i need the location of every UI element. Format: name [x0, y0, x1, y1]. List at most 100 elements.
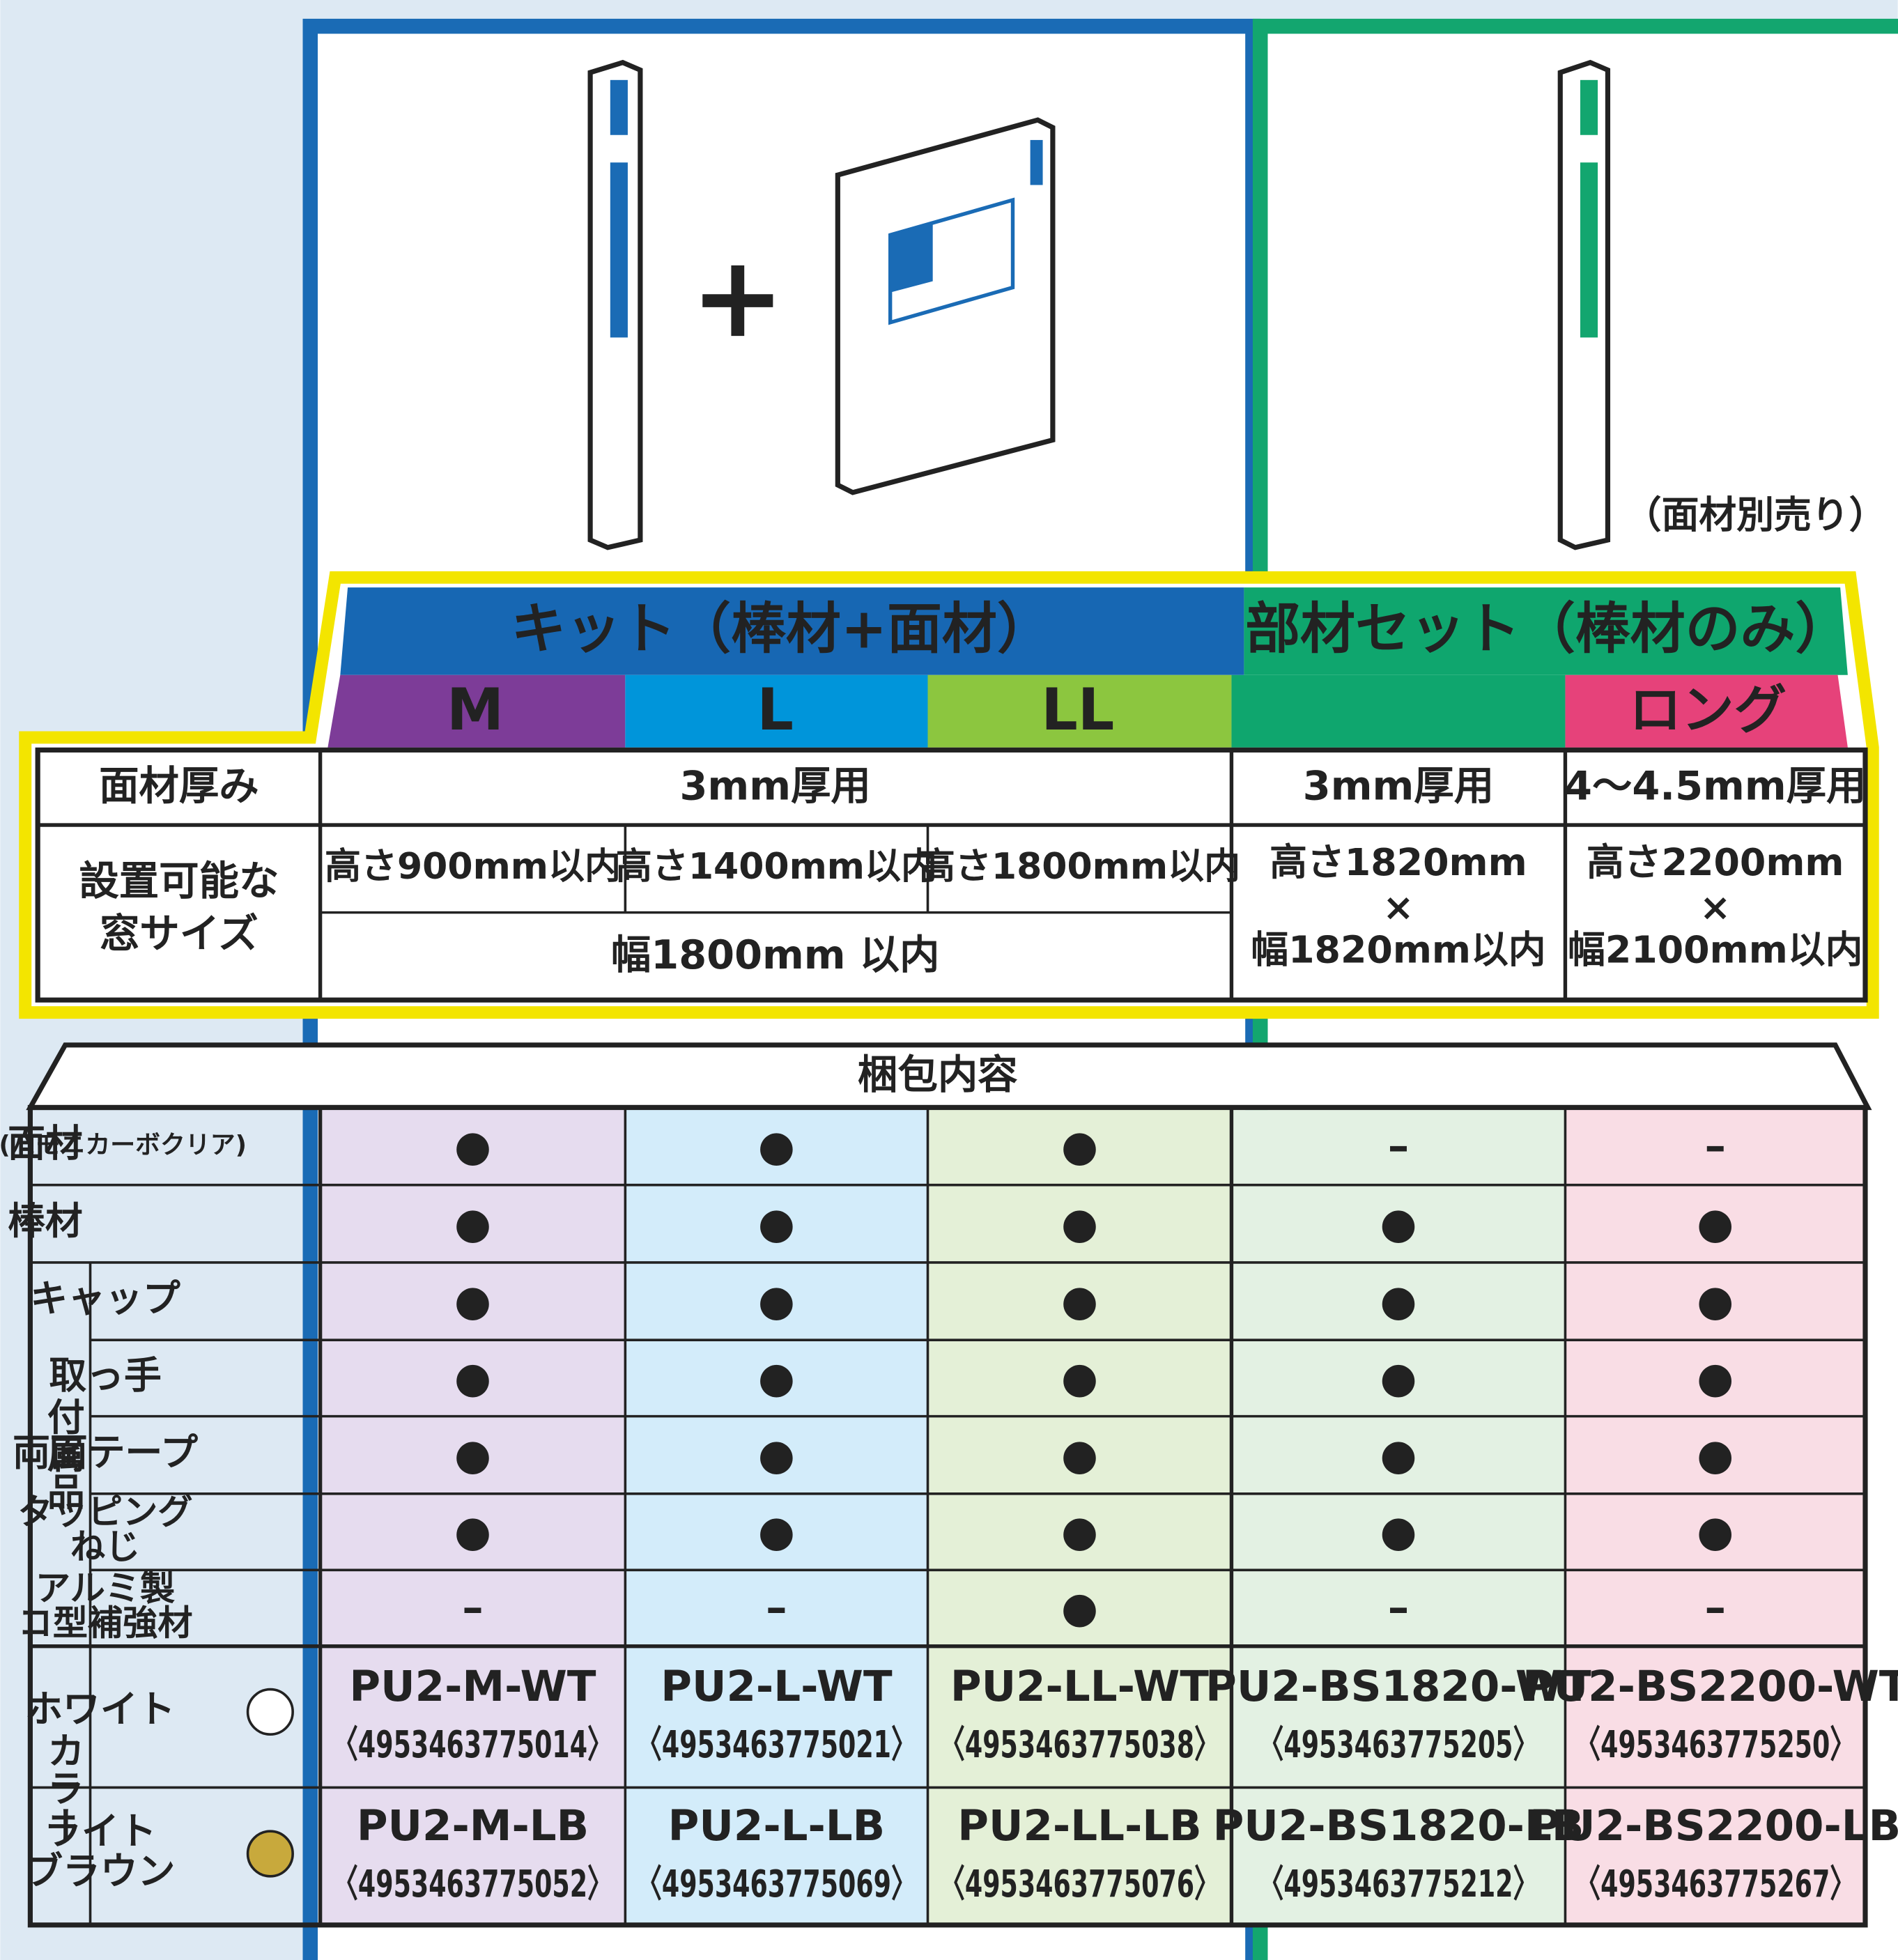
- text: 部材セット（棒材のみ）: [1245, 596, 1850, 661]
- text: PU2-LL-WT: [950, 1662, 1210, 1711]
- text: ホワイト: [25, 1688, 175, 1731]
- text: 〈4953463775038〉: [940, 1722, 1220, 1766]
- text: ●: [454, 1353, 491, 1403]
- text: PU2-BS2200-WT: [1522, 1662, 1898, 1711]
- text: 〈4953463775267〉: [1575, 1862, 1855, 1906]
- text: 梱包内容: [858, 1051, 1018, 1098]
- text: L: [757, 677, 794, 743]
- text: ブラウン: [25, 1849, 175, 1893]
- text: ●: [1697, 1507, 1734, 1557]
- size-l: [625, 674, 928, 748]
- brown-swatch: [246, 1830, 294, 1878]
- text: 幅1820mm以内: [1251, 928, 1545, 972]
- panel-illustration: [835, 117, 1056, 495]
- text: PU2-M-WT: [349, 1662, 596, 1711]
- text: M: [447, 677, 504, 743]
- text: 〈4953463775076〉: [940, 1862, 1220, 1906]
- bar-illustration: [587, 59, 643, 550]
- white-swatch: [246, 1688, 294, 1736]
- text: LL: [1041, 677, 1114, 743]
- text: 棒材: [8, 1199, 83, 1243]
- text: ●: [1380, 1430, 1417, 1479]
- size-ll: [927, 674, 1232, 748]
- text: 設置可能な: [79, 858, 279, 904]
- text: ●: [1061, 1276, 1098, 1326]
- text: アルミ製: [36, 1567, 175, 1608]
- text: –: [462, 1583, 484, 1633]
- text: ●: [1380, 1199, 1417, 1249]
- text: ●: [1061, 1583, 1098, 1633]
- text: –: [1388, 1583, 1410, 1633]
- text: ●: [454, 1199, 491, 1249]
- text: 両面テープ: [13, 1430, 198, 1474]
- text: 〈4953463775069〉: [636, 1862, 916, 1906]
- text: ●: [1697, 1276, 1734, 1326]
- text: タッピング: [17, 1491, 192, 1532]
- column-tint: [625, 1110, 928, 1925]
- text: ●: [1697, 1430, 1734, 1479]
- text: ロング: [1629, 679, 1787, 741]
- column-tint: [1565, 1110, 1866, 1925]
- text: 3mm厚用: [679, 763, 870, 810]
- text: ●: [1380, 1276, 1417, 1326]
- text: PU2-L-WT: [661, 1662, 893, 1711]
- text: ●: [1061, 1430, 1098, 1479]
- text: ●: [758, 1353, 795, 1403]
- text: 窓サイズ: [100, 910, 259, 957]
- column-tint: [320, 1110, 626, 1925]
- text: キット（棒材+面材）: [511, 596, 1051, 661]
- text: 〈4953463775021〉: [636, 1722, 916, 1766]
- text: 〈4953463775205〉: [1258, 1722, 1538, 1766]
- text: 〈4953463775212〉: [1258, 1862, 1538, 1906]
- text: –: [766, 1583, 787, 1633]
- text: 〈4953463775052〉: [333, 1862, 613, 1906]
- text: 高さ2200mm: [1587, 840, 1844, 884]
- text: 3mm厚用: [1303, 763, 1494, 810]
- text: ●: [1061, 1199, 1098, 1249]
- group-label: カラー: [41, 1731, 85, 1844]
- text: 〈4953463775250〉: [1575, 1722, 1855, 1766]
- text: ×: [1699, 886, 1731, 929]
- text: ●: [1380, 1507, 1417, 1557]
- text: ●: [454, 1507, 491, 1557]
- text: 高さ1820mm: [1270, 840, 1527, 884]
- text: ●: [454, 1430, 491, 1479]
- text: 幅2100mm以内: [1568, 928, 1862, 972]
- kit-header: [340, 587, 1244, 675]
- bar-illustration: [1557, 59, 1611, 550]
- text: ●: [758, 1276, 795, 1326]
- spec-table: [35, 747, 1868, 1003]
- text: ●: [758, 1507, 795, 1557]
- text: –: [1704, 1583, 1726, 1633]
- parts-header: [1244, 587, 1848, 675]
- text: ●: [1697, 1199, 1734, 1249]
- text: (ハモニカーボクリア): [0, 1131, 247, 1159]
- text: 取っ手: [49, 1354, 161, 1398]
- size-m: [327, 674, 626, 748]
- text: –: [1388, 1121, 1410, 1171]
- text: ●: [1061, 1121, 1098, 1171]
- column-tint: [927, 1110, 1232, 1925]
- text: ●: [758, 1430, 795, 1479]
- text: 高さ900mm以内: [325, 846, 621, 888]
- column-tint: [1231, 1110, 1566, 1925]
- text: 高さ1400mm以内: [616, 846, 937, 888]
- text: 4〜4.5mm厚用: [1564, 763, 1866, 810]
- text: ねじ: [70, 1526, 140, 1567]
- text: キャップ: [30, 1276, 180, 1320]
- text: PU2-BS1820-LB: [1213, 1801, 1584, 1851]
- text: （面材別売り）: [1624, 493, 1887, 537]
- text: PU2-L-LB: [668, 1801, 885, 1851]
- contents-table: [27, 1104, 1868, 1928]
- group-label: 付属品: [41, 1398, 85, 1510]
- text: 〈4953463775014〉: [333, 1722, 613, 1766]
- text: +: [690, 232, 785, 363]
- text: 幅1800mm 以内: [611, 932, 939, 978]
- text: PU2-M-LB: [357, 1801, 589, 1851]
- text: ●: [1061, 1507, 1098, 1557]
- text: PU2-BS2200-LB: [1529, 1801, 1898, 1851]
- text: ×: [1382, 886, 1414, 929]
- text: 面材: [8, 1122, 83, 1166]
- text: ●: [1061, 1353, 1098, 1403]
